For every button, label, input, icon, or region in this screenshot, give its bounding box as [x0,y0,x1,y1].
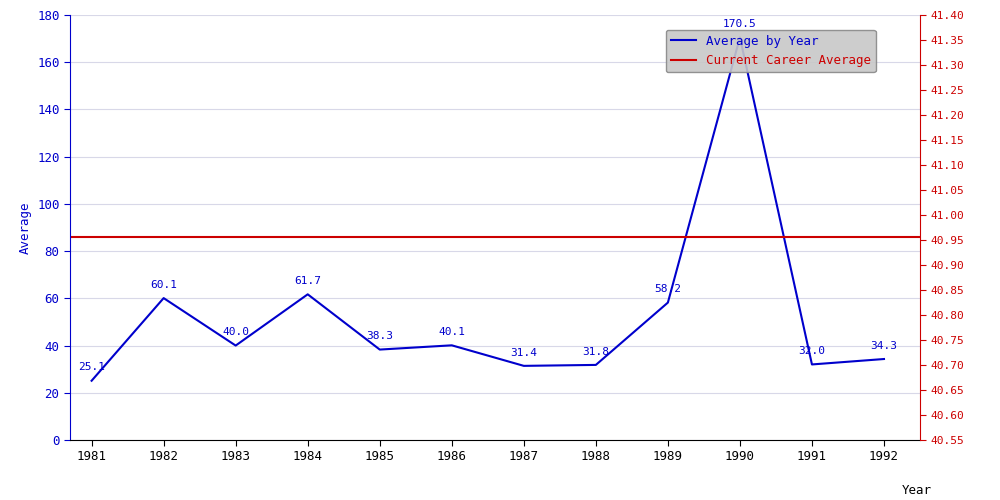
Average by Year [518,363,530,369]
Text: 60.1: 60.1 [150,280,177,290]
Y-axis label: Average: Average [19,201,32,254]
Average by Year [230,342,242,348]
Average by Year [734,34,746,40]
Text: 61.7: 61.7 [294,276,321,286]
Average by Year [662,300,674,306]
Line: Average by Year: Average by Year [92,38,884,380]
Text: 38.3: 38.3 [366,331,393,341]
Text: Year: Year [902,484,932,498]
Legend: Average by Year, Current Career Average: Average by Year, Current Career Average [666,30,876,72]
Average by Year [590,362,602,368]
Average by Year [446,342,458,348]
Average by Year [374,346,386,352]
Text: 32.0: 32.0 [798,346,825,356]
Text: 40.0: 40.0 [222,327,249,337]
Text: 170.5: 170.5 [723,19,757,29]
Average by Year [806,362,818,368]
Average by Year [86,378,98,384]
Text: 58.2: 58.2 [654,284,681,294]
Text: 25.1: 25.1 [78,362,105,372]
Text: 34.3: 34.3 [870,340,897,350]
Average by Year [302,292,314,298]
Text: 31.8: 31.8 [582,346,609,356]
Average by Year [158,295,170,301]
Text: 31.4: 31.4 [510,348,537,358]
Text: 40.1: 40.1 [438,327,465,337]
Average by Year [878,356,890,362]
